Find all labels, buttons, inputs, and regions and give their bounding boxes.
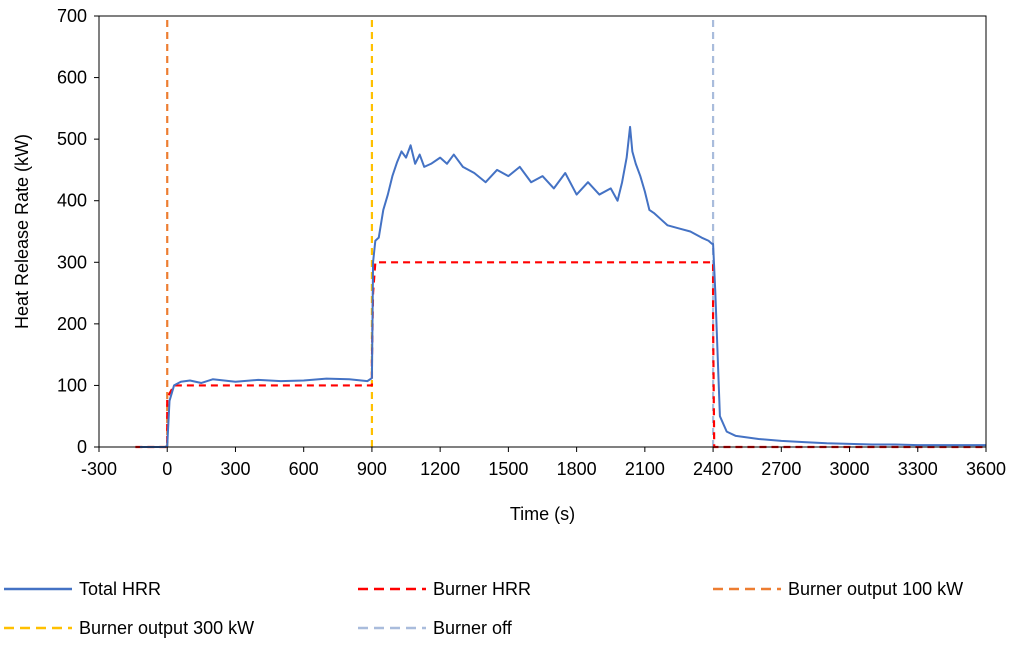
legend-label: Burner output 300 kW xyxy=(79,618,254,638)
x-tick-label: 0 xyxy=(162,459,172,479)
y-tick-label: 300 xyxy=(57,252,87,272)
x-axis-title: Time (s) xyxy=(510,504,575,524)
plot-frame xyxy=(98,15,987,448)
x-tick-label: 3300 xyxy=(898,459,938,479)
series-line-burner-hrr xyxy=(135,261,986,449)
x-tick-label: 2100 xyxy=(625,459,665,479)
y-axis-title: Heat Release Rate (kW) xyxy=(12,134,32,329)
legend-item: Burner output 100 kW xyxy=(713,579,963,599)
legend-item: Burner output 300 kW xyxy=(4,618,254,638)
x-tick-label: 300 xyxy=(220,459,250,479)
legend-label: Burner output 100 kW xyxy=(788,579,963,599)
x-tick-label: -300 xyxy=(81,459,117,479)
x-tick-label: 2400 xyxy=(693,459,733,479)
y-tick-label: 100 xyxy=(57,375,87,395)
x-tick-label: 1200 xyxy=(420,459,460,479)
legend: Total HRR Burner HRR Burner output 100 kW B… xyxy=(4,579,963,638)
legend-item: Burner off xyxy=(358,618,513,638)
legend-label: Burner HRR xyxy=(433,579,531,599)
x-tick-label: 1500 xyxy=(488,459,528,479)
legend-label: Total HRR xyxy=(79,579,161,599)
axes: -300 0 300 600 900 1200 1500 1800 2100 2400 2700 30… xyxy=(57,6,1006,479)
x-tick-label: 1800 xyxy=(557,459,597,479)
plot-area xyxy=(135,16,986,449)
x-tick-label: 600 xyxy=(289,459,319,479)
y-tick-label: 0 xyxy=(77,437,87,457)
y-tick-label: 700 xyxy=(57,6,87,26)
series-line-total-hrr xyxy=(139,125,986,448)
x-tick-label: 3000 xyxy=(830,459,870,479)
legend-item: Burner HRR xyxy=(358,579,531,599)
y-tick-label: 600 xyxy=(57,68,87,88)
x-tick-label: 3600 xyxy=(966,459,1006,479)
x-tick-label: 900 xyxy=(357,459,387,479)
y-tick-label: 500 xyxy=(57,129,87,149)
y-tick-label: 200 xyxy=(57,314,87,334)
legend-label: Burner off xyxy=(433,618,513,638)
legend-item: Total HRR xyxy=(4,579,161,599)
y-tick-label: 400 xyxy=(57,191,87,211)
x-tick-label: 2700 xyxy=(761,459,801,479)
